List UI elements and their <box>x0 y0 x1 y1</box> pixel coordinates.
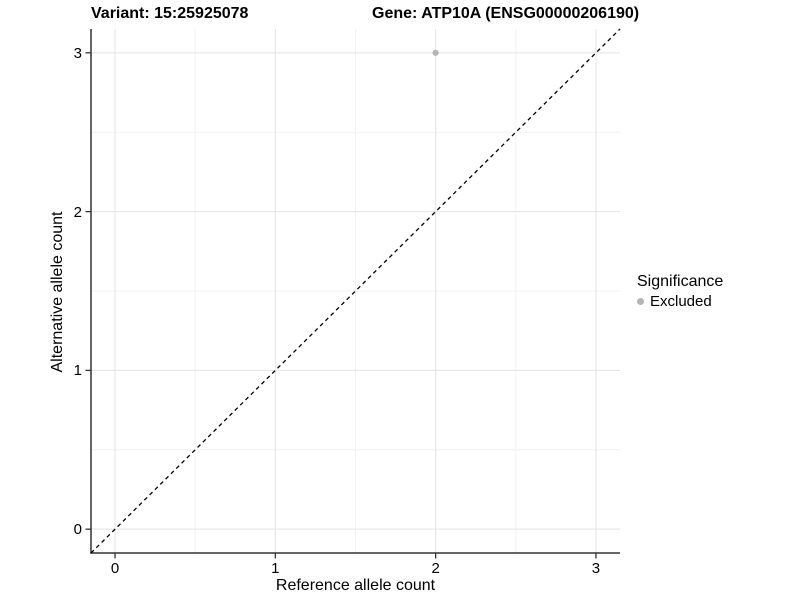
y-tick-label: 0 <box>73 521 82 539</box>
x-axis-title: Reference allele count <box>275 577 436 594</box>
legend-item-label: Excluded <box>650 293 712 310</box>
legend-key-point-icon <box>637 298 644 305</box>
legend-title: Significance <box>637 273 724 290</box>
y-axis-title: Alternative allele count <box>49 211 66 373</box>
legend-item-excluded: Excluded <box>630 293 723 310</box>
legend: Significance Excluded <box>630 272 723 310</box>
y-tick-label: 2 <box>73 203 82 221</box>
y-tick-label: 1 <box>73 362 82 380</box>
plot-title-variant: Variant: 15:25925078 <box>91 5 249 22</box>
x-tick-label: 3 <box>591 560 601 577</box>
plot-title-gene: Gene: ATP10A (ENSG00000206190) <box>372 5 640 22</box>
x-tick-label: 2 <box>431 560 440 577</box>
x-tick-label: 1 <box>271 560 280 577</box>
x-tick-label: 0 <box>110 560 120 577</box>
data-point <box>432 49 439 56</box>
y-tick-label: 3 <box>73 44 82 62</box>
